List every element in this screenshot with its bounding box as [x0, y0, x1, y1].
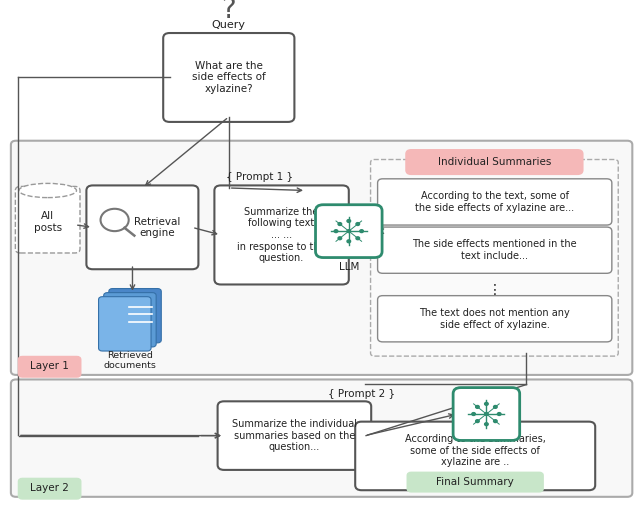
FancyBboxPatch shape	[19, 357, 81, 377]
Text: Layer 2: Layer 2	[31, 483, 69, 493]
Ellipse shape	[19, 183, 77, 198]
Circle shape	[484, 423, 488, 426]
FancyBboxPatch shape	[218, 401, 371, 470]
Text: Retrieved
documents: Retrieved documents	[104, 351, 156, 370]
Text: The text does not mention any
side effect of xylazine.: The text does not mention any side effec…	[419, 308, 570, 330]
Circle shape	[484, 402, 488, 405]
Circle shape	[493, 420, 497, 423]
FancyBboxPatch shape	[86, 185, 198, 269]
Text: LLM: LLM	[339, 262, 359, 272]
FancyBboxPatch shape	[406, 150, 583, 174]
Circle shape	[356, 223, 360, 226]
Circle shape	[493, 405, 497, 408]
Circle shape	[347, 219, 351, 223]
Circle shape	[338, 237, 342, 240]
Text: According to the summaries,
some of the side effects of
xylazine are ..: According to the summaries, some of the …	[404, 434, 546, 467]
Text: Individual Summaries: Individual Summaries	[438, 157, 551, 167]
FancyBboxPatch shape	[104, 293, 156, 347]
FancyBboxPatch shape	[316, 205, 382, 258]
Text: Summarize the
following text
... ...
in response to the
question.: Summarize the following text ... ... in …	[237, 207, 326, 263]
Text: Layer 1: Layer 1	[31, 361, 69, 371]
Circle shape	[497, 412, 501, 416]
Text: ⋮: ⋮	[488, 282, 502, 297]
Circle shape	[100, 209, 129, 231]
Text: ?: ?	[221, 0, 236, 24]
Circle shape	[347, 240, 351, 243]
FancyBboxPatch shape	[163, 33, 294, 122]
Circle shape	[347, 230, 351, 233]
FancyBboxPatch shape	[11, 141, 632, 375]
FancyBboxPatch shape	[407, 472, 543, 492]
FancyBboxPatch shape	[19, 479, 81, 499]
Text: Summarize the individual
summaries based on the
question...: Summarize the individual summaries based…	[232, 419, 357, 452]
FancyBboxPatch shape	[355, 422, 595, 490]
Text: Retrieval
engine: Retrieval engine	[134, 216, 180, 238]
FancyBboxPatch shape	[11, 379, 632, 497]
Circle shape	[476, 420, 479, 423]
Text: All
posts: All posts	[34, 211, 61, 233]
FancyBboxPatch shape	[378, 179, 612, 225]
Text: Query: Query	[212, 20, 246, 30]
Text: Final Summary: Final Summary	[436, 477, 514, 487]
Circle shape	[360, 230, 364, 233]
Text: The side effects mentioned in the
text include...: The side effects mentioned in the text i…	[412, 239, 577, 261]
Circle shape	[334, 230, 338, 233]
Circle shape	[356, 237, 360, 240]
Circle shape	[338, 223, 342, 226]
FancyBboxPatch shape	[99, 297, 151, 351]
Text: { Prompt 1 }: { Prompt 1 }	[226, 172, 292, 182]
Circle shape	[472, 412, 476, 416]
FancyBboxPatch shape	[214, 185, 349, 284]
Circle shape	[476, 405, 479, 408]
FancyBboxPatch shape	[378, 296, 612, 342]
Circle shape	[484, 412, 488, 416]
FancyBboxPatch shape	[15, 186, 80, 253]
Text: According to the text, some of
the side effects of xylazine are...: According to the text, some of the side …	[415, 191, 574, 213]
FancyBboxPatch shape	[109, 289, 161, 343]
FancyBboxPatch shape	[371, 160, 618, 356]
Text: { Prompt 2 }: { Prompt 2 }	[328, 389, 395, 399]
FancyBboxPatch shape	[453, 388, 520, 440]
Text: What are the
side effects of
xylazine?: What are the side effects of xylazine?	[192, 61, 266, 94]
FancyBboxPatch shape	[378, 227, 612, 273]
